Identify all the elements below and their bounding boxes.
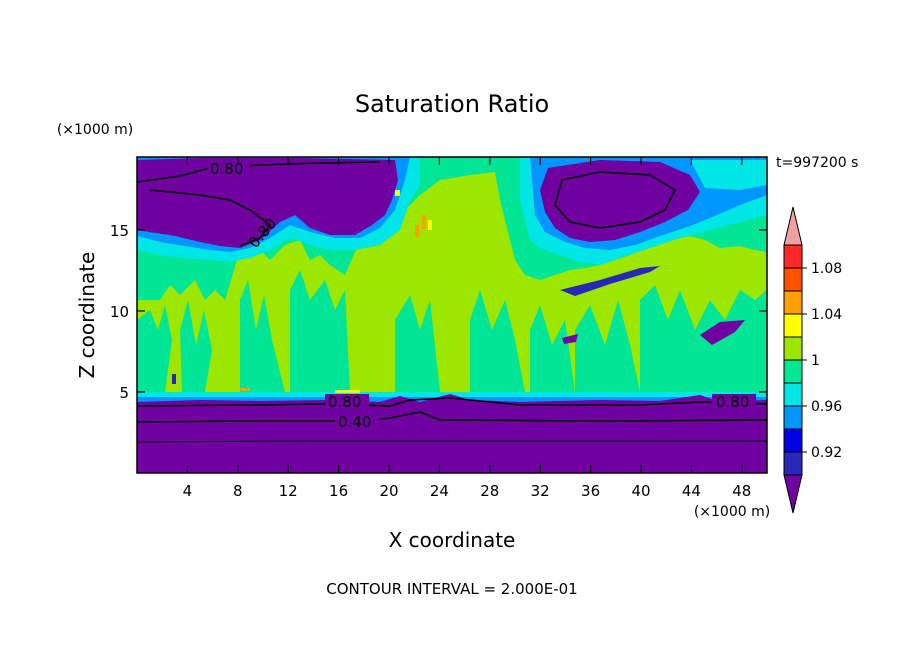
colorbar-tick-label: 0.96 xyxy=(811,399,842,415)
y-tick-label: 5 xyxy=(119,384,129,402)
region-dry-lower xyxy=(137,394,767,473)
contour-label: 0.80 xyxy=(328,393,361,411)
colorbar-tick-label: 1.08 xyxy=(811,261,842,277)
colorbar-segment xyxy=(783,405,803,430)
x-tick-label: 4 xyxy=(183,482,193,500)
colorbar: 0.92 0.96 1 1.04 1.08 xyxy=(783,206,842,514)
region-streak-2 xyxy=(700,320,745,345)
x-unit-label: (×1000 m) xyxy=(694,504,770,520)
y-axis-ticks: 5 10 15 xyxy=(110,222,767,402)
contour-label: 0.40 xyxy=(338,413,371,431)
plot-frame xyxy=(136,156,768,474)
contour-interval-footer: CONTOUR INTERVAL = 2.000E-01 xyxy=(326,580,577,598)
colorbar-segment xyxy=(783,382,803,407)
colorbar-segment xyxy=(783,428,803,453)
x-axis-ticks: 4 8 12 16 20 24 28 32 36 40 44 48 xyxy=(183,157,751,500)
colorbar-segment xyxy=(783,336,803,361)
y-tick-label: 10 xyxy=(110,303,129,321)
region-streak-1 xyxy=(560,266,660,296)
colorbar-under-arrow xyxy=(783,474,803,514)
colorbar-segment xyxy=(783,451,803,476)
colorbar-segment xyxy=(783,313,803,338)
x-tick-label: 32 xyxy=(531,482,550,500)
contour-label: 0.80 xyxy=(210,160,243,178)
y-unit-label: (×1000 m) xyxy=(57,122,133,138)
colorbar-segment xyxy=(783,267,803,292)
x-tick-label: 20 xyxy=(379,482,398,500)
region-streak-3 xyxy=(562,334,578,344)
colorbar-segment xyxy=(783,359,803,384)
y-tick-label: 15 xyxy=(110,222,129,240)
region-green-plumes xyxy=(137,270,767,392)
colorbar-segment xyxy=(783,244,803,269)
chart-title: Saturation Ratio xyxy=(355,90,549,118)
x-tick-label: 12 xyxy=(279,482,298,500)
x-tick-label: 8 xyxy=(233,482,243,500)
x-tick-label: 28 xyxy=(480,482,499,500)
time-label: t=997200 s xyxy=(776,155,858,171)
x-tick-label: 36 xyxy=(581,482,600,500)
y-axis-title: Z coordinate xyxy=(75,252,99,379)
colorbar-tick-label: 1.04 xyxy=(811,307,842,323)
region-dry-upper-far-right xyxy=(690,160,767,190)
colorbar-over-arrow xyxy=(783,206,803,246)
x-tick-label: 44 xyxy=(682,482,701,500)
supersaturated-spots xyxy=(172,190,432,393)
x-axis-title: X coordinate xyxy=(389,528,516,552)
colorbar-tick-label: 1 xyxy=(811,353,820,369)
x-tick-label: 40 xyxy=(631,482,650,500)
contour-field xyxy=(136,156,768,474)
x-tick-label: 16 xyxy=(329,482,348,500)
contour-lines xyxy=(137,161,767,443)
region-dry-upper-left xyxy=(137,158,398,248)
x-tick-label: 24 xyxy=(430,482,449,500)
x-tick-label: 48 xyxy=(732,482,751,500)
colorbar-tick-label: 0.92 xyxy=(811,445,842,461)
colorbar-segment xyxy=(783,290,803,315)
contour-label: 0.80 xyxy=(716,393,749,411)
